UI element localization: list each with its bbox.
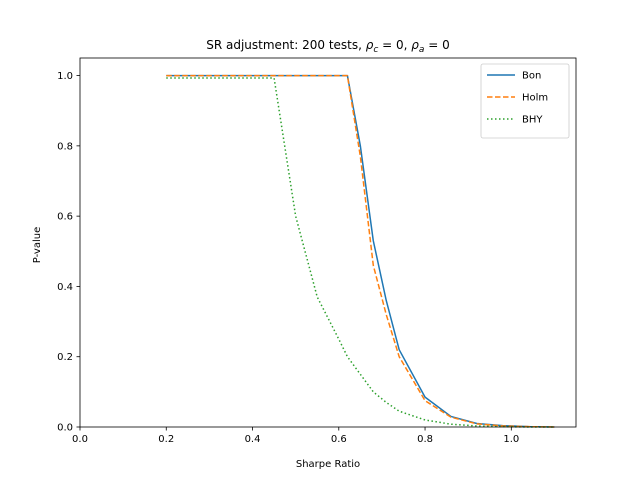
series-line-holm bbox=[166, 74, 555, 428]
x-tick-label: 0.6 bbox=[331, 434, 347, 445]
y-tick-label: 1.0 bbox=[57, 71, 73, 82]
x-axis-label: Sharpe Ratio bbox=[296, 459, 360, 470]
legend-label-bhy: BHY bbox=[522, 115, 543, 126]
y-tick-label: 0.0 bbox=[57, 423, 73, 434]
y-tick-label: 0.8 bbox=[57, 141, 73, 152]
chart-title: SR adjustment: 200 tests, ρc = 0, ρa = 0 bbox=[206, 38, 450, 55]
x-tick-label: 1.0 bbox=[503, 434, 519, 445]
x-tick-label: 0.0 bbox=[72, 434, 88, 445]
x-tick-label: 0.2 bbox=[158, 434, 174, 445]
y-tick-label: 0.2 bbox=[57, 352, 73, 363]
y-tick-label: 0.6 bbox=[57, 212, 73, 223]
series-line-bhy bbox=[166, 77, 555, 428]
legend-label-holm: Holm bbox=[522, 93, 548, 104]
x-tick-label: 0.8 bbox=[417, 434, 433, 445]
legend-label-bon: Bon bbox=[522, 71, 541, 82]
y-tick-label: 0.4 bbox=[57, 282, 73, 293]
x-tick-label: 0.4 bbox=[245, 434, 261, 445]
plot-lines bbox=[166, 74, 555, 428]
plot-frame bbox=[79, 57, 577, 428]
y-axis-label: P-value bbox=[32, 227, 43, 263]
axes: 0.0 0.2 0.4 0.6 0.8 1.0 0.0 0.2 0.4 0.6 0.8 1.0 bbox=[57, 57, 577, 445]
legend: Bon Holm BHY bbox=[480, 63, 570, 139]
